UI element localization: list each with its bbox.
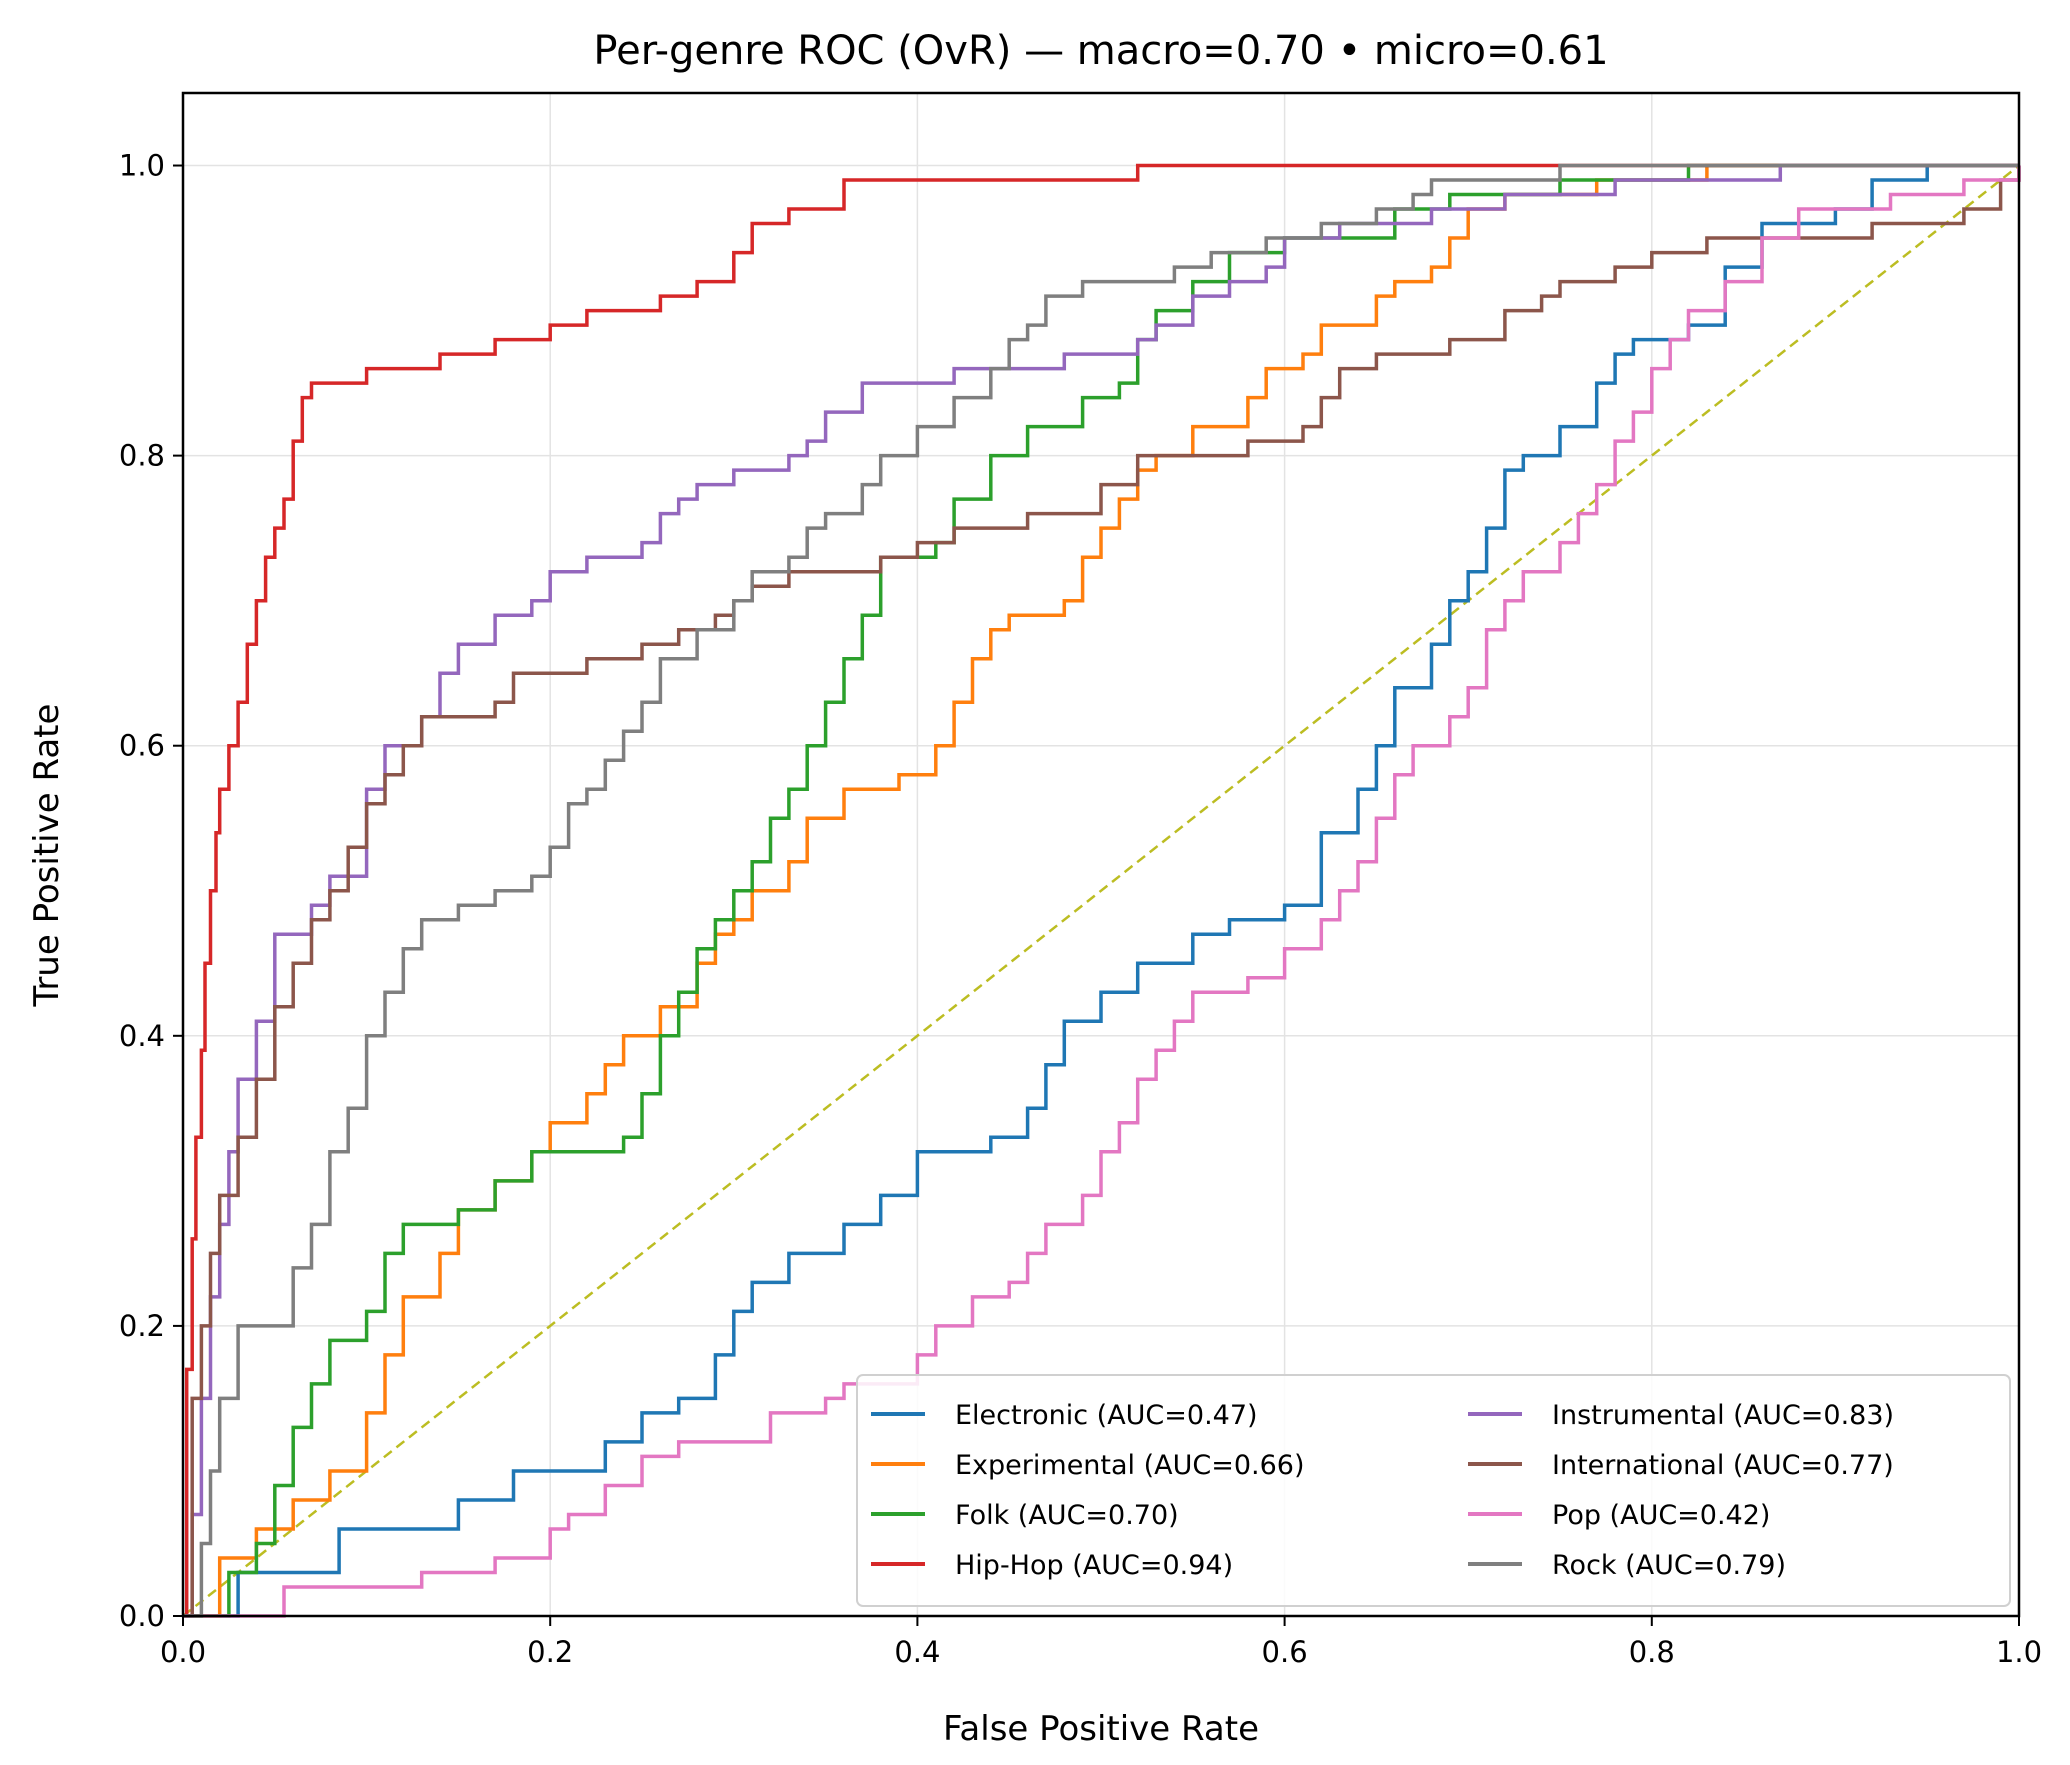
legend-entry-label: Rock (AUC=0.79) [1552, 1550, 1786, 1581]
roc-curve-hip-hop [183, 163, 2019, 1618]
legend-entry-label: Instrumental (AUC=0.83) [1552, 1400, 1894, 1431]
roc-curve-electronic [183, 163, 2019, 1618]
x-tick-label: 1.0 [1996, 1635, 2042, 1669]
y-tick-label: 0.8 [119, 439, 165, 473]
x-tick-label: 0.6 [1262, 1635, 1308, 1669]
roc-curve-international [183, 165, 2021, 1618]
x-tick-label: 0.8 [1629, 1635, 1675, 1669]
legend-entry-label: Experimental (AUC=0.66) [955, 1450, 1305, 1481]
legend-entry-label: Pop (AUC=0.42) [1552, 1500, 1770, 1531]
legend-entry-label: Hip-Hop (AUC=0.94) [955, 1550, 1233, 1581]
roc-curve-rock [183, 163, 2019, 1618]
legend-box [856, 1374, 2011, 1607]
y-tick-label: 0.2 [119, 1309, 165, 1343]
x-tick-label: 0.2 [527, 1635, 573, 1669]
y-tick-label: 0.0 [119, 1599, 165, 1633]
roc-series-layer [183, 163, 2021, 1618]
chart-title: Per-genre ROC (OvR) — macro=0.70 • micro… [593, 28, 1608, 74]
x-tick-label: 0.0 [160, 1635, 206, 1669]
legend-entry-label: Electronic (AUC=0.47) [955, 1400, 1258, 1431]
legend-entry-label: International (AUC=0.77) [1552, 1450, 1894, 1481]
y-tick-label: 0.6 [119, 729, 165, 763]
y-axis-label: True Positive Rate [27, 704, 67, 1008]
legend-entry-label: Folk (AUC=0.70) [955, 1500, 1179, 1531]
roc-curve-folk [183, 163, 2019, 1618]
y-tick-label: 0.4 [119, 1019, 165, 1053]
x-axis-label: False Positive Rate [943, 1709, 1259, 1749]
x-tick-label: 0.4 [894, 1635, 940, 1669]
roc-curve-instrumental [183, 163, 2019, 1618]
legend: Electronic (AUC=0.47) Experimental (AUC=0… [856, 1374, 2011, 1607]
chance-diagonal-line [182, 164, 2020, 1617]
roc-curve-experimental [183, 163, 2019, 1618]
roc-curve-pop [183, 165, 2021, 1618]
plot-area-frame [181, 91, 2021, 1618]
y-tick-label: 1.0 [119, 149, 165, 183]
axis-ticks: 0.0 0.2 0.4 0.6 0.8 1.0 0.0 0.2 0.4 0.6 0.8 1.0 [119, 149, 2042, 1669]
chance-line [182, 164, 2020, 1617]
